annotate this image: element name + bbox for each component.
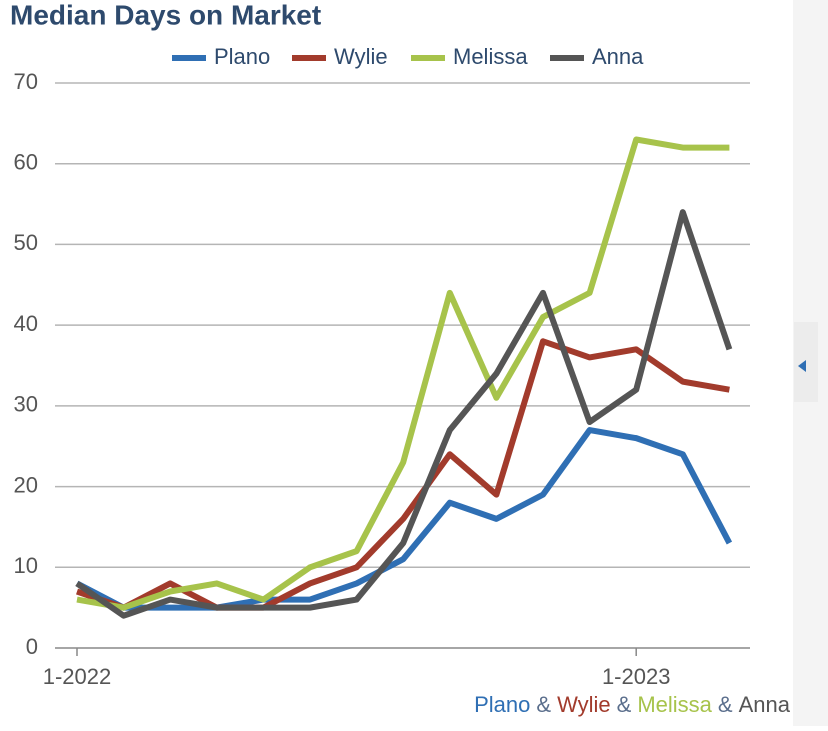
y-tick-label: 20	[14, 472, 38, 497]
footer-name: Plano	[474, 692, 530, 717]
footer-name: Wylie	[557, 692, 611, 717]
footer-separator: &	[718, 692, 733, 717]
chart-title: Median Days on Market	[10, 0, 321, 30]
footer-name: Melissa	[637, 692, 712, 717]
footer: Plano & Wylie & Melissa & Anna	[474, 692, 791, 717]
legend-label: Anna	[592, 44, 644, 69]
footer-name: Anna	[739, 692, 791, 717]
y-tick-label: 30	[14, 392, 38, 417]
y-tick-label: 60	[14, 150, 38, 175]
y-tick-label: 10	[14, 553, 38, 578]
panel-arrow	[798, 360, 806, 372]
footer-separator: &	[536, 692, 551, 717]
x-tick-label: 1-2022	[43, 664, 112, 689]
y-tick-label: 50	[14, 230, 38, 255]
series-line	[75, 209, 733, 619]
y-tick-label: 70	[14, 69, 38, 94]
legend-label: Melissa	[453, 44, 528, 69]
legend-label: Plano	[214, 44, 270, 69]
footer-separator: &	[617, 692, 632, 717]
y-tick-label: 40	[14, 311, 38, 336]
legend-label: Wylie	[334, 44, 388, 69]
y-tick-label: 0	[26, 634, 38, 659]
series-line	[76, 136, 730, 611]
series-line	[75, 427, 733, 611]
x-tick-label: 1-2023	[602, 664, 671, 689]
